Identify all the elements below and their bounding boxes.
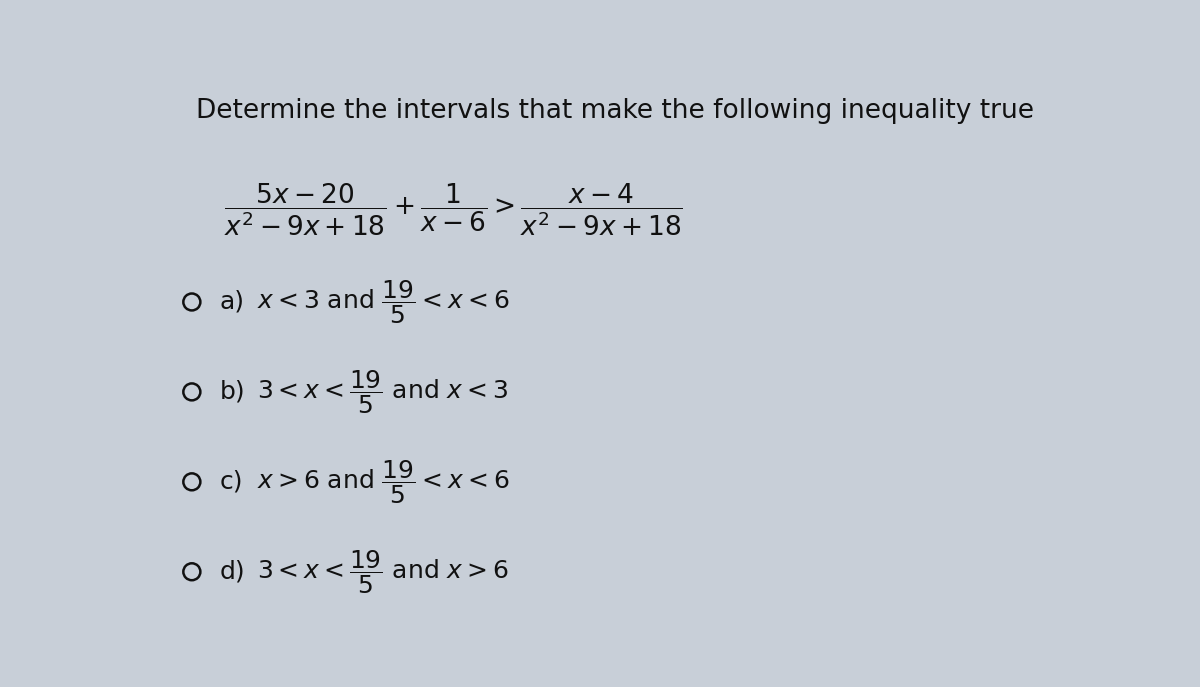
Text: $\dfrac{5x-20}{x^2-9x+18} + \dfrac{1}{x-6} > \dfrac{x-4}{x^2-9x+18}$: $\dfrac{5x-20}{x^2-9x+18} + \dfrac{1}{x-… [224,181,683,238]
Text: $x>6$ and $\dfrac{19}{5}<x<6$: $x>6$ and $\dfrac{19}{5}<x<6$ [257,458,509,506]
Text: $3<x<\dfrac{19}{5}$ and $x<3$: $3<x<\dfrac{19}{5}$ and $x<3$ [257,368,509,416]
Text: c): c) [220,470,244,494]
Text: $3<x<\dfrac{19}{5}$ and $x>6$: $3<x<\dfrac{19}{5}$ and $x>6$ [257,548,509,596]
Text: Determine the intervals that make the following inequality true: Determine the intervals that make the fo… [196,98,1034,124]
Text: a): a) [220,290,245,314]
Text: b): b) [220,380,245,404]
Text: d): d) [220,560,245,584]
Text: $x<3$ and $\dfrac{19}{5}<x<6$: $x<3$ and $\dfrac{19}{5}<x<6$ [257,278,509,326]
